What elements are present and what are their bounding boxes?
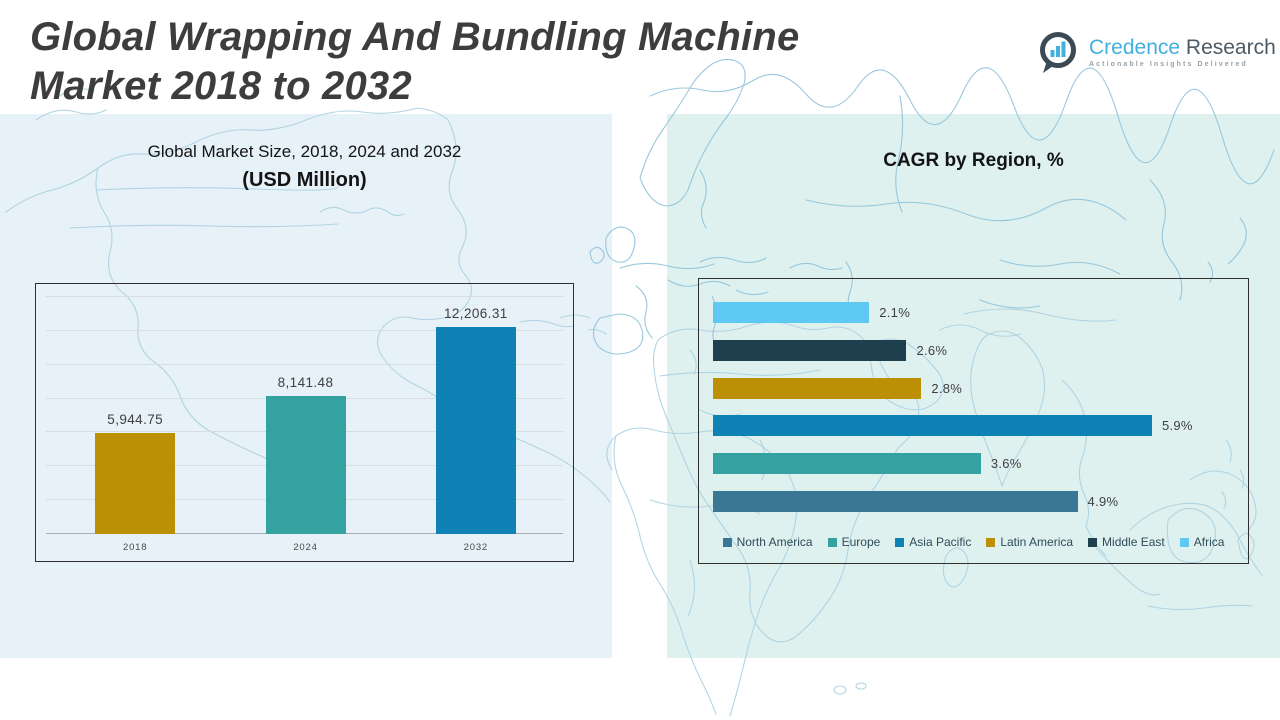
cagr-bar-north-america (713, 491, 1078, 512)
bar-chart-speech-bubble-icon (1040, 32, 1076, 73)
column-category-label-2018: 2018 (122, 542, 148, 553)
market-size-column-chart: 5,944.75 2018 8,141.48 2024 12,206.31 2032 (35, 283, 574, 562)
cagr-bar-middle-east (713, 339, 907, 361)
legend-item-latin-america: Latin America (986, 535, 1073, 549)
cagr-value-label-latin-america: 2.8% (931, 380, 963, 396)
market-size-chart-title-line: Global Market Size, 2018, 2024 and 2032 (147, 142, 462, 161)
legend-swatch-asia-pacific (895, 537, 905, 547)
cagr-bar-asia-pacific (713, 415, 1152, 437)
cagr-chart-title: CAGR by Region, % (883, 150, 1064, 171)
gridline (46, 363, 563, 365)
gridline (46, 296, 563, 297)
cagr-by-region-bar-chart: 2.1% 2.6% 2.8% 5.9% 3.6% 4.9% North America Eur… (698, 278, 1249, 564)
column-category-label-2032: 2032 (463, 542, 488, 553)
cagr-bar-africa (713, 302, 870, 323)
legend-item-middle-east: Middle East (1088, 535, 1165, 549)
cagr-bar-latin-america (713, 377, 922, 399)
logo-brand-secondary: Research (1185, 35, 1276, 59)
cagr-value-label-asia-pacific: 5.9% (1161, 418, 1193, 434)
logo-brand-primary: Credence (1089, 35, 1181, 59)
legend-label-middle-east: Middle East (1102, 535, 1165, 549)
legend-swatch-africa (1179, 537, 1189, 547)
column-bar-2018 (95, 433, 176, 534)
cagr-value-label-north-america: 4.9% (1087, 494, 1119, 509)
cagr-value-label-europe: 3.6% (990, 456, 1022, 472)
cagr-value-label-africa: 2.1% (879, 305, 911, 320)
column-value-label-2024: 8,141.48 (277, 375, 334, 391)
legend-item-north-america: North America (722, 535, 813, 549)
legend-item-asia-pacific: Asia Pacific (895, 535, 971, 549)
logo-text-block: Credence Research Actionable Insights De… (1089, 35, 1276, 68)
gridline (46, 329, 563, 331)
legend-label-africa: Africa (1193, 535, 1225, 549)
legend-label-asia-pacific: Asia Pacific (909, 535, 972, 549)
cagr-bar-europe (713, 453, 981, 475)
page-title-line2: Market 2018 to 2032 (30, 64, 412, 108)
legend-item-europe: Europe (827, 535, 881, 549)
legend-swatch-latin-america (986, 537, 996, 547)
legend-label-north-america: North America (736, 535, 813, 549)
chart-legend: North America Europe Asia Pacific Latin Ame… (699, 535, 1248, 549)
legend-swatch-middle-east (1088, 537, 1098, 547)
cagr-value-label-middle-east: 2.6% (916, 342, 948, 358)
logo-tagline: Actionable Insights Delivered (1089, 60, 1248, 68)
market-size-chart-title: Global Market Size, 2018, 2024 and 2032 … (35, 142, 574, 192)
legend-label-europe: Europe (841, 535, 881, 549)
column-bar-2024 (265, 396, 346, 534)
market-size-chart-subtitle: (USD Million) (242, 169, 367, 191)
column-value-label-2032: 12,206.31 (443, 306, 508, 322)
legend-swatch-north-america (722, 537, 732, 547)
page-title: Global Wrapping And Bundling Machine Mar… (30, 13, 930, 111)
logo-brand-name: Credence Research (1089, 35, 1276, 59)
page-title-line1: Global Wrapping And Bundling Machine (30, 15, 800, 59)
column-bar-2032 (435, 327, 516, 534)
credence-research-logo: Credence Research Actionable Insights De… (1035, 29, 1276, 75)
legend-label-latin-america: Latin America (1000, 535, 1074, 549)
column-category-label-2024: 2024 (293, 542, 318, 553)
legend-swatch-europe (827, 537, 837, 547)
column-value-label-2018: 5,944.75 (107, 412, 164, 428)
legend-item-africa: Africa (1179, 535, 1225, 549)
